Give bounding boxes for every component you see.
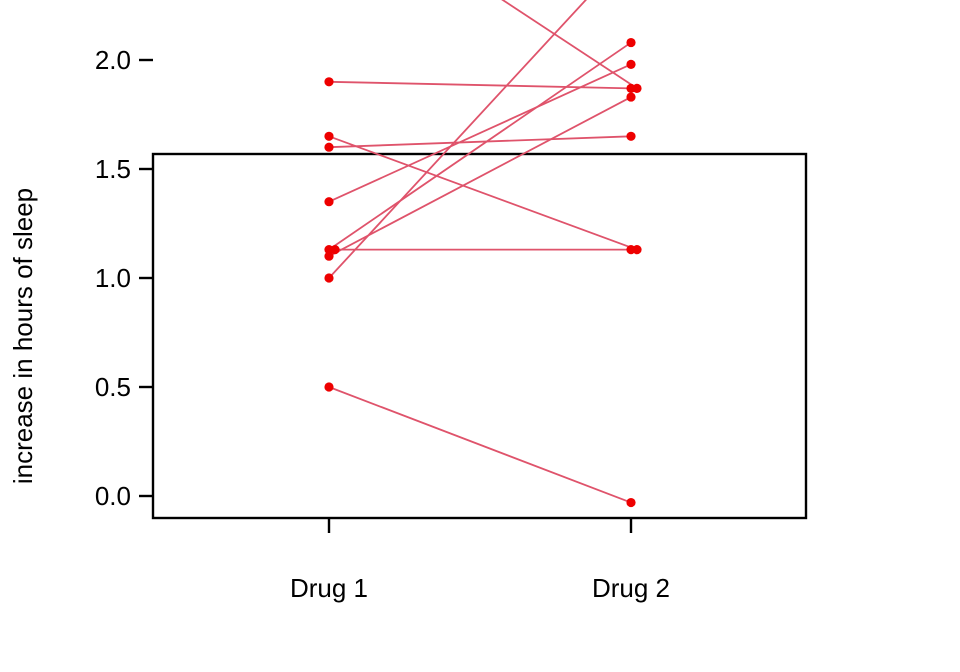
drug2-point (632, 83, 642, 93)
x-axis: Drug 1 Drug 2 (290, 518, 670, 603)
drug1-point (324, 77, 334, 87)
drug2-point (626, 131, 636, 141)
drug1-point (324, 382, 334, 392)
pair-line (328, 80, 632, 90)
y-tick-label: 1.5 (95, 154, 131, 184)
drug2-point (626, 92, 636, 102)
drug1-point (324, 273, 334, 283)
y-axis: 0.00.51.01.52.02.53.0 (95, 45, 153, 511)
pair-line (328, 0, 587, 279)
y-tick-label: 0.5 (95, 372, 131, 402)
y-axis-title: increase in hours of sleep (8, 188, 38, 484)
drug1-point (330, 245, 340, 255)
drug1-point (324, 131, 334, 141)
x-category-label: Drug 2 (592, 573, 670, 603)
pair-line (328, 41, 632, 251)
pair-line (328, 135, 632, 149)
drug2-point (626, 37, 636, 48)
pair-line (328, 96, 632, 257)
y-tick-label: 1.0 (95, 263, 131, 293)
x-category-label: Drug 1 (290, 573, 368, 603)
y-tick-label: 2.0 (95, 45, 131, 75)
pair-line (501, 0, 638, 90)
drug1-point (324, 142, 334, 152)
series-lines (328, 0, 638, 504)
plot-frame (151, 152, 808, 520)
drug1-point (324, 197, 334, 207)
series-points (324, 37, 642, 508)
drug2-point (632, 245, 642, 255)
drug2-point (626, 497, 636, 508)
drug2-point (626, 59, 636, 69)
pair-line (328, 386, 632, 504)
drug1-point (324, 251, 334, 261)
pair-line (328, 135, 638, 251)
y-tick-label: 0.0 (95, 481, 131, 511)
